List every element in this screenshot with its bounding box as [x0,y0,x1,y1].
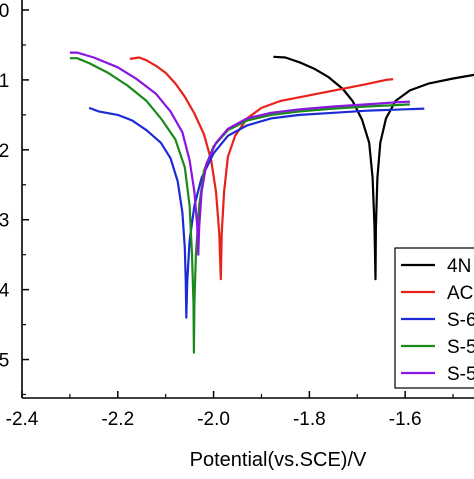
series-line-4 [69,51,410,256]
x-tick-label-4: -1.6 [389,409,422,430]
legend-label-3: S-5 [447,337,474,358]
y-tick-label-5: 5 [0,351,9,372]
series-line-0 [273,55,474,281]
x-tick-label-3: -1.8 [293,409,326,430]
x-tick-label-2: -2.0 [197,409,230,430]
x-tick-label-0: -2.4 [6,409,39,430]
series-line-1 [129,56,394,281]
x-tick-label-1: -2.2 [101,409,134,430]
legend-label-0: 4N [447,256,471,277]
x-axis-title: Potential(vs.SCE)/V [190,449,367,471]
series-line-2 [88,106,425,319]
y-tick-label-0: 0 [0,1,9,22]
series-line-3 [69,57,410,354]
y-tick-label-3: 3 [0,211,9,232]
legend-label-1: AC [447,283,473,304]
y-tick-label-2: 2 [0,141,9,162]
y-tick-label-4: 4 [0,281,10,302]
legend-label-2: S-6 [447,310,474,331]
legend-label-4: S-5 [447,364,474,385]
y-tick-label-1: 1 [0,71,9,92]
